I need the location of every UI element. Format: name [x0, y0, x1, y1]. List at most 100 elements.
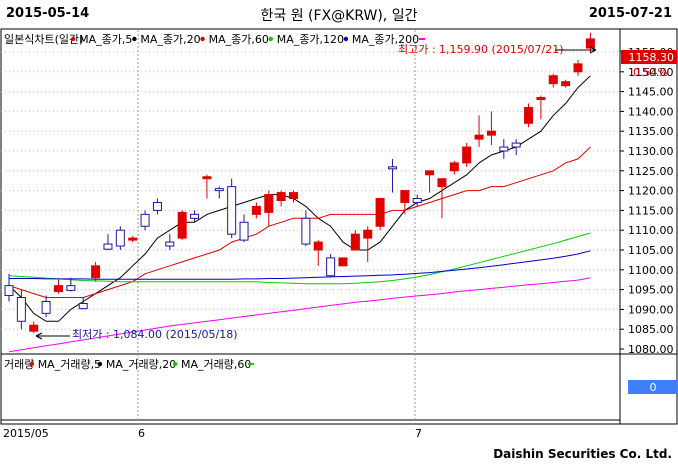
candle-body [128, 237, 138, 241]
y-tick-label: 1135.00 [628, 125, 674, 138]
candle-body [387, 166, 397, 170]
candle [524, 103, 534, 128]
legend-marker [29, 361, 34, 367]
legend-item: 일본식차트(일간) [4, 32, 83, 46]
legend-marker [200, 36, 205, 42]
candle-body [239, 221, 249, 241]
candle [375, 198, 385, 231]
candle-body [301, 217, 311, 245]
candle [66, 277, 76, 292]
candle [486, 111, 496, 146]
x-label-june: 6 [138, 427, 145, 440]
candle-body [227, 186, 237, 235]
candle-body [177, 211, 187, 239]
candle [41, 295, 51, 318]
candle-body [53, 285, 63, 293]
candle-body [499, 146, 509, 152]
y-tick-label: 1090.00 [628, 303, 674, 316]
legend-item: MA_종가,60 [209, 33, 269, 46]
y-tick-label: 1080.00 [628, 343, 674, 356]
chart-title: 한국 원 (FX@KRW), 일간 [260, 8, 418, 24]
candle-body [437, 178, 447, 188]
candle-body [449, 162, 459, 172]
legend-item: MA_거래량,60 [181, 358, 251, 371]
volume-badge-value: 0 [650, 381, 657, 394]
y-tick-label: 1150.00 [628, 66, 674, 79]
candle-body [276, 192, 286, 202]
candle-body [91, 265, 101, 279]
candle [338, 257, 348, 267]
candle [289, 190, 299, 203]
ma-line-4 [9, 250, 591, 280]
candle [264, 190, 274, 227]
y-tick-label: 1145.00 [628, 86, 674, 99]
y-tick-label: 1110.00 [628, 224, 674, 237]
candle [326, 253, 336, 278]
candle [202, 174, 212, 199]
ma-line-1 [8, 75, 591, 322]
candle-body [400, 190, 410, 203]
legend-marker [343, 36, 349, 42]
candle [350, 230, 360, 251]
candle [449, 160, 459, 175]
candle [585, 32, 595, 52]
x-label-start: 2015/05 [3, 427, 49, 440]
candle [4, 273, 14, 302]
candle-body [78, 302, 88, 310]
candle-body [536, 97, 546, 101]
candle [474, 115, 484, 148]
legend-item: MA_종가,200 [352, 33, 419, 46]
candle [437, 178, 447, 219]
candle [91, 261, 101, 282]
candle [165, 234, 175, 250]
candle-body [524, 106, 534, 124]
candle-body [289, 192, 299, 200]
candle [103, 234, 113, 250]
candle-body [66, 285, 76, 291]
candle [363, 226, 373, 262]
low-arrow-head [35, 332, 43, 340]
legend-item: MA_종가,20 [140, 33, 200, 46]
footer-brand: Daishin Securities Co. Ltd. [493, 447, 672, 461]
low-annotation: 최저가 : 1,084.00 (2015/05/18) [72, 328, 238, 341]
candle [499, 139, 509, 159]
candle-body [152, 201, 162, 211]
candle [53, 279, 63, 294]
legend-item: 거래량 [4, 358, 34, 371]
candle-body [115, 229, 125, 247]
candle-body [511, 142, 521, 148]
candle-body [548, 75, 558, 85]
high-annotation: 최고가 : 1,159.90 (2015/07/21) [398, 43, 564, 56]
candle [177, 210, 187, 241]
candle [128, 236, 138, 243]
candle [425, 170, 435, 193]
candle-body [214, 188, 224, 192]
candle-body [190, 213, 200, 219]
candle [301, 210, 311, 247]
end-date: 2015-07-21 [588, 6, 672, 21]
y-tick-label: 1095.00 [628, 284, 674, 297]
candle [387, 158, 397, 193]
current-price-value: 1158.30 [629, 51, 675, 64]
y-tick-label: 1140.00 [628, 105, 674, 118]
legend-item: MA_거래량,20 [106, 358, 176, 371]
candle [16, 289, 26, 330]
ma-line-2 [8, 146, 591, 298]
current-price-change: 0.54% [633, 66, 668, 79]
legend-marker [268, 36, 273, 42]
candle [115, 226, 125, 250]
volume-legend: 거래량 MA_거래량,5 MA_거래량,20 MA_거래량,60 [4, 358, 255, 371]
candle-body [103, 243, 113, 250]
candle-body [585, 38, 595, 49]
candle [573, 59, 583, 76]
legend-marker [97, 361, 103, 367]
price-legend: 일본식차트(일간)MA_종가,5 MA_종가,20 MA_종가,60 MA_종가,12… [4, 32, 425, 46]
candle [152, 198, 162, 215]
y-tick-label: 1120.00 [628, 185, 674, 198]
candle [239, 214, 249, 243]
candle-body [338, 257, 348, 267]
legend-item: MA_종가,5 [79, 33, 132, 46]
candle [400, 190, 410, 215]
candle-body [140, 213, 150, 227]
